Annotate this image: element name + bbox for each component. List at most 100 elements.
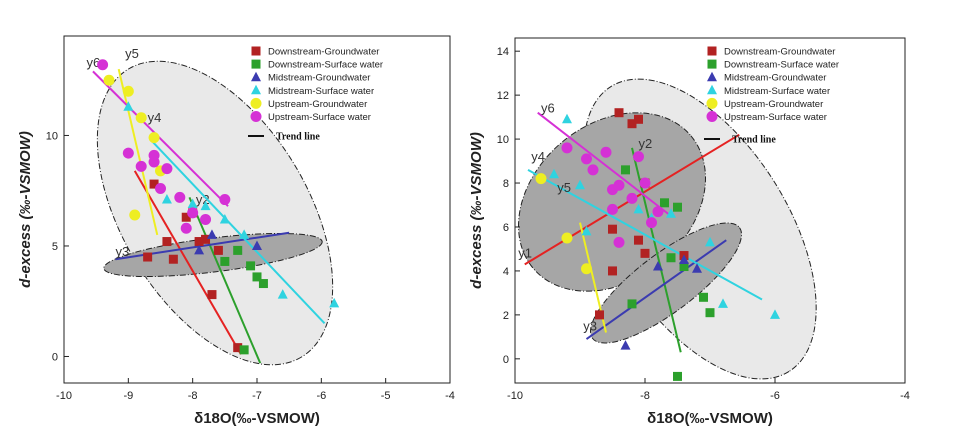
data-point bbox=[646, 217, 657, 229]
data-point bbox=[277, 289, 288, 299]
legend: Downstream-Groundwater Downstream-Surface… bbox=[248, 46, 383, 143]
data-point bbox=[252, 272, 262, 282]
data-point bbox=[608, 224, 617, 234]
legend: Downstream-Groundwater Downstream-Surface… bbox=[704, 46, 839, 146]
chart-panel-2: -10 -8 -6 -4 0 2 4 6 8 10 12 14 δ18O(‰-VSMOW) d-exces… bbox=[468, 37, 910, 427]
data-point bbox=[207, 290, 217, 300]
data-point bbox=[194, 244, 205, 255]
data-point bbox=[587, 164, 599, 176]
data-point bbox=[181, 212, 191, 222]
y-tick-label: 10 bbox=[46, 130, 58, 142]
data-point bbox=[718, 298, 728, 308]
data-point bbox=[161, 194, 172, 204]
data-point bbox=[213, 245, 223, 255]
data-point bbox=[148, 149, 160, 161]
data-point bbox=[180, 222, 192, 234]
data-point bbox=[201, 234, 211, 244]
legend-trend-label: Trend line bbox=[276, 132, 320, 143]
data-point bbox=[692, 263, 702, 273]
data-point bbox=[581, 153, 592, 165]
data-point bbox=[633, 151, 644, 163]
y-tick-label: 5 bbox=[52, 241, 58, 253]
legend-marker bbox=[250, 111, 262, 122]
legend-label: Midstream-Surface water bbox=[724, 86, 830, 97]
x-tick-label: -9 bbox=[123, 390, 133, 402]
legend-label: Downstream-Groundwater bbox=[724, 47, 835, 58]
data-point bbox=[246, 261, 256, 271]
y-axis-label: d-excess (‰-VSMOW) bbox=[17, 131, 34, 288]
trend-line-label-y2: y2 bbox=[639, 136, 653, 151]
legend-label: Upstream-Surface water bbox=[724, 112, 827, 123]
data-point bbox=[549, 168, 559, 179]
data-point bbox=[168, 254, 178, 264]
data-point bbox=[639, 177, 651, 189]
trend-line-label-y3: y3 bbox=[115, 244, 129, 259]
trend-line-label-y5: y5 bbox=[125, 46, 139, 61]
data-point bbox=[129, 209, 141, 221]
data-point bbox=[660, 198, 669, 208]
data-point bbox=[219, 194, 231, 206]
x-tick-label: -7 bbox=[252, 390, 262, 402]
x-tick-label: -6 bbox=[770, 390, 780, 402]
trend-line-y5 bbox=[117, 68, 159, 236]
data-point bbox=[621, 165, 630, 175]
data-point bbox=[595, 310, 604, 320]
legend-label: Midstream-Surface water bbox=[268, 86, 374, 97]
trend-line-label-y1: y1 bbox=[518, 246, 532, 261]
data-point bbox=[161, 163, 173, 175]
x-tick-label: -8 bbox=[640, 390, 650, 402]
legend-label: Downstream-Surface water bbox=[268, 60, 383, 71]
chart-panel-1: -10 -9 -8 -7 -6 -5 -4 0 5 10 δ18O(‰-VSMOW) d-excess… bbox=[17, 35, 455, 427]
data-point bbox=[122, 85, 134, 97]
y-tick-label: 4 bbox=[503, 266, 509, 278]
legend-label: Upstream-Groundwater bbox=[724, 99, 823, 110]
data-point bbox=[699, 292, 708, 302]
trend-line-label-y4: y4 bbox=[531, 149, 545, 164]
data-point bbox=[220, 256, 230, 266]
legend-trend-label: Trend line bbox=[732, 135, 776, 146]
data-point bbox=[640, 248, 650, 258]
data-point bbox=[562, 113, 572, 124]
trend-line-label-y6: y6 bbox=[87, 55, 101, 70]
y-tick-label: 0 bbox=[503, 354, 509, 366]
trend-line-y1 bbox=[133, 170, 242, 355]
data-point bbox=[614, 108, 624, 118]
data-point bbox=[194, 237, 204, 247]
data-point bbox=[653, 261, 663, 271]
trend-line-y3 bbox=[585, 239, 727, 340]
data-point bbox=[258, 279, 268, 289]
legend-marker bbox=[251, 84, 261, 95]
legend-marker bbox=[251, 59, 261, 69]
x-tick-label: -4 bbox=[445, 390, 455, 402]
legend-label: Upstream-Surface water bbox=[268, 112, 371, 123]
data-point bbox=[666, 253, 676, 263]
data-point bbox=[679, 262, 689, 272]
plot-frame bbox=[514, 37, 906, 384]
data-point bbox=[200, 200, 211, 211]
data-point bbox=[252, 240, 262, 250]
trend-lines: y1 y2 y3 y4 y5 y6 bbox=[518, 101, 763, 353]
x-tick-label: -4 bbox=[900, 390, 910, 402]
trend-line-label-y6: y6 bbox=[541, 101, 555, 116]
trend-line-y2 bbox=[188, 196, 262, 364]
data-point bbox=[233, 245, 243, 255]
data-point bbox=[679, 254, 689, 264]
data-point bbox=[634, 235, 643, 245]
data-point bbox=[627, 299, 637, 309]
trend-line-label-y4: y4 bbox=[148, 110, 162, 125]
data-point bbox=[613, 236, 625, 248]
data-point bbox=[123, 101, 134, 111]
legend-marker bbox=[251, 71, 261, 82]
data-point bbox=[561, 142, 573, 154]
data-point bbox=[187, 207, 199, 219]
data-point bbox=[135, 160, 147, 172]
data-points bbox=[535, 108, 780, 381]
data-point bbox=[626, 192, 638, 204]
trend-line-y4 bbox=[527, 168, 763, 301]
data-point bbox=[620, 340, 631, 350]
data-point bbox=[122, 147, 134, 159]
trend-line-y4 bbox=[150, 139, 326, 325]
legend-marker bbox=[706, 111, 718, 122]
data-point bbox=[673, 371, 682, 381]
